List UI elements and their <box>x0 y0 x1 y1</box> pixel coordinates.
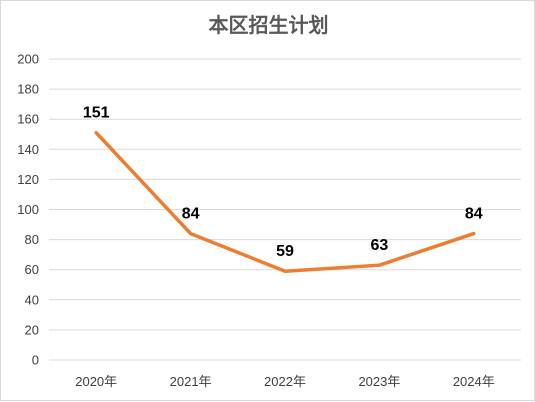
x-tick-label: 2021年 <box>170 374 212 389</box>
y-tick-label: 120 <box>17 172 39 187</box>
x-axis-tick-labels: 2020年 2021年 2022年 2023年 2024年 <box>75 374 495 389</box>
data-label: 84 <box>182 206 200 223</box>
y-tick-label: 160 <box>17 112 39 127</box>
x-tick-label: 2022年 <box>264 374 306 389</box>
x-tick-label: 2020年 <box>75 374 117 389</box>
y-tick-label: 140 <box>17 142 39 157</box>
y-tick-label: 80 <box>25 232 39 247</box>
y-axis-tick-labels: 0 20 40 60 80 100 120 140 160 180 200 <box>17 52 39 368</box>
y-tick-label: 0 <box>32 353 39 368</box>
y-tick-label: 40 <box>25 292 39 307</box>
data-label: 63 <box>371 237 389 254</box>
data-label: 84 <box>465 206 483 223</box>
y-tick-label: 180 <box>17 82 39 97</box>
y-tick-label: 60 <box>25 262 39 277</box>
y-tick-label: 200 <box>17 52 39 67</box>
y-tick-label: 100 <box>17 202 39 217</box>
data-label: 59 <box>276 243 294 260</box>
x-tick-label: 2023年 <box>358 374 400 389</box>
gridlines <box>49 59 521 360</box>
x-tick-label: 2024年 <box>453 374 495 389</box>
data-label: 151 <box>83 105 110 122</box>
y-tick-label: 20 <box>25 322 39 337</box>
